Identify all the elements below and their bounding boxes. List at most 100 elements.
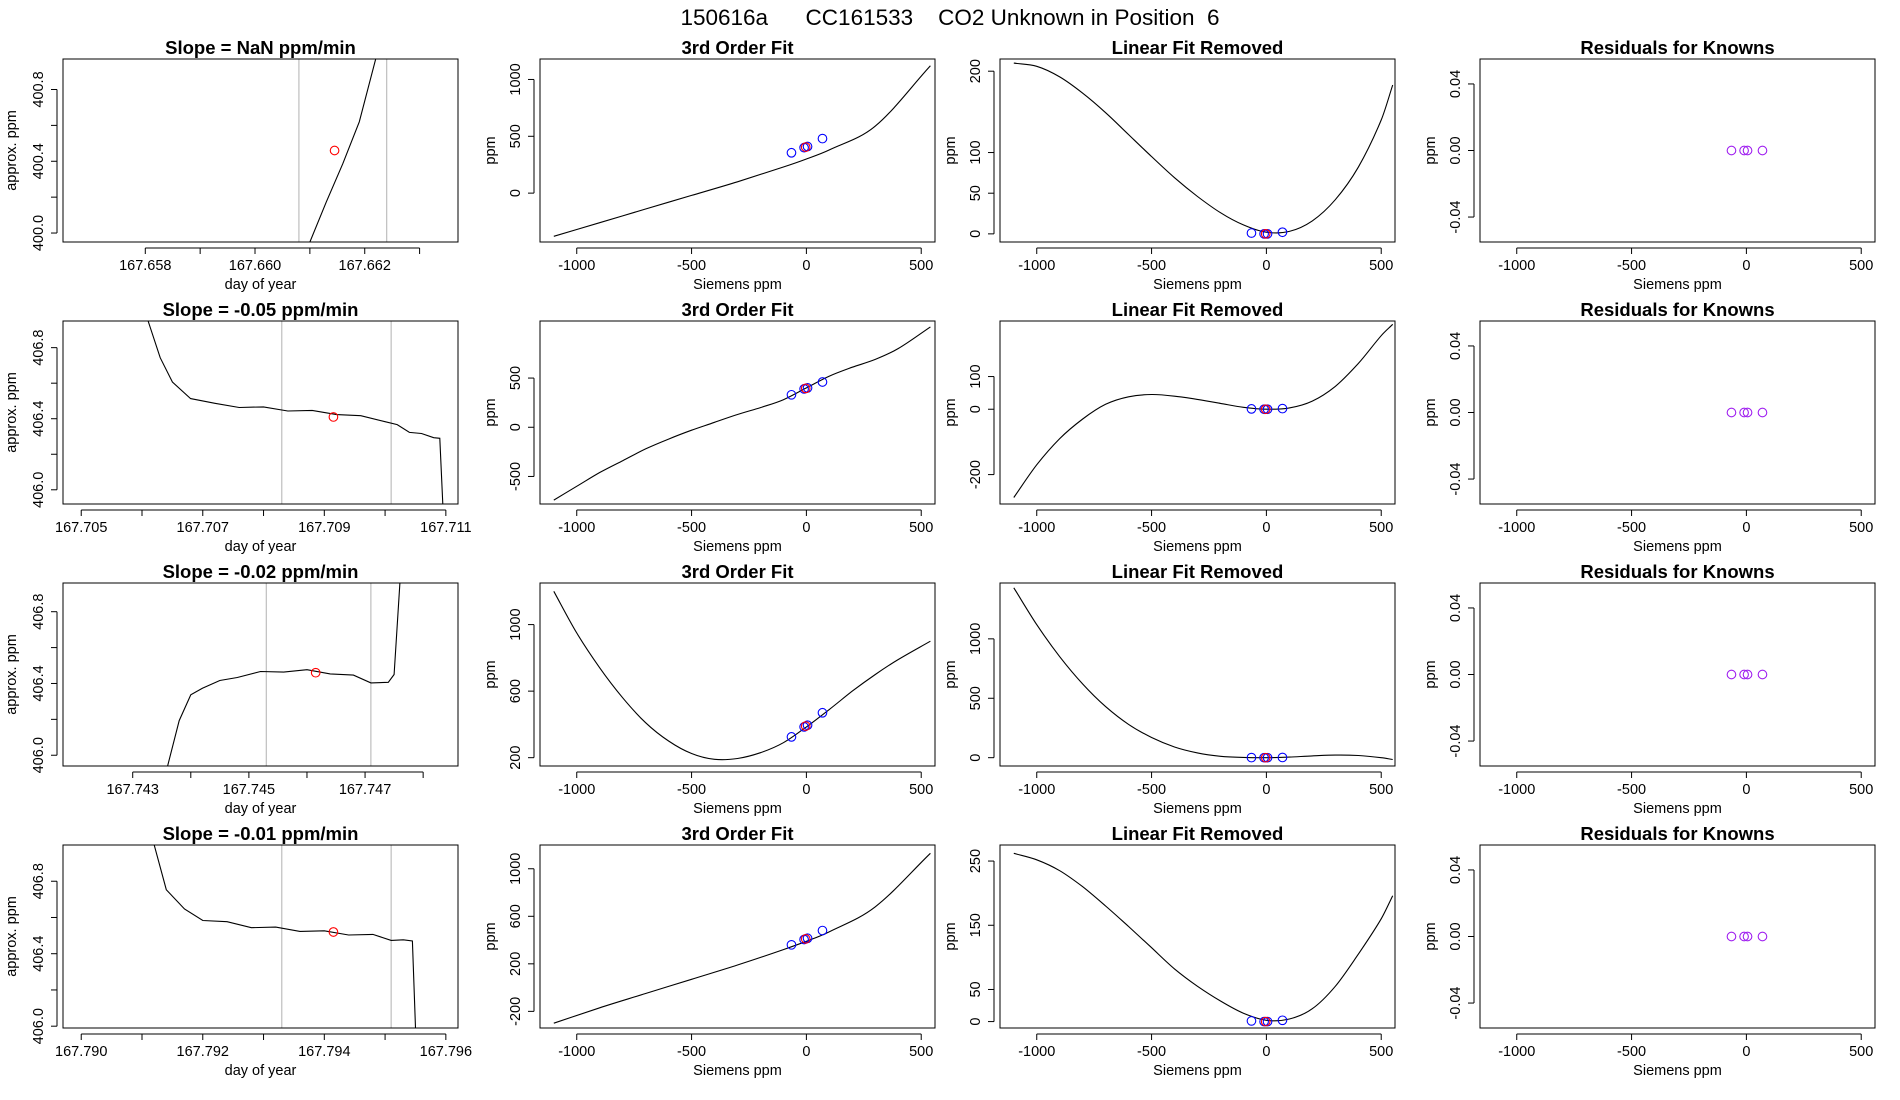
chart-5-y-tick-label-3: 406.4 <box>31 401 47 437</box>
chart-5-y-tick-label-1: 406.0 <box>31 472 47 508</box>
chart-14-known-marker-4 <box>817 925 828 936</box>
chart-10-y-tick-label-1: 200 <box>508 746 524 770</box>
figure-title: 150616a CC161533 CO2 Unknown in Position… <box>680 5 1219 30</box>
chart-10-plot-frame <box>539 582 936 767</box>
chart-2-fit-panel: 3rd Order Fit -1000 -500 0 500 Siemens ppm 0 50… <box>483 37 936 293</box>
chart-5-x-tick-label-5: 167.709 <box>298 520 350 536</box>
chart-8-y-tick-label-2: 0.00 <box>1448 398 1464 426</box>
chart-4-plot-area <box>1726 145 1768 156</box>
chart-15-x-tick-label-1: -1000 <box>1018 1044 1055 1060</box>
chart-4-y-tick-label-2: 0.00 <box>1448 136 1464 164</box>
chart-13-x-tick-label-5: 167.794 <box>298 1044 350 1060</box>
chart-11-y-tick-label-3: 1000 <box>968 623 984 655</box>
chart-13-series-line-1 <box>153 845 417 1028</box>
chart-4-y-tick-label-1: -0.04 <box>1448 201 1464 234</box>
chart-3-y-tick-label-1: 0 <box>968 230 984 238</box>
chart-1-x-tick-label-1: 167.658 <box>119 258 171 274</box>
chart-10-x-axis-label: Siemens ppm <box>693 801 782 817</box>
chart-10-known-marker-4 <box>817 707 828 718</box>
chart-14-plot-area <box>553 852 931 1024</box>
chart-1-plot-frame <box>62 58 459 243</box>
chart-11-known-marker-4 <box>1277 752 1288 763</box>
chart-13-x-axis-label: day of year <box>225 1063 297 1079</box>
chart-1-plot-area <box>298 59 388 242</box>
chart-4-residuals-panel: Residuals for Knowns -1000 -500 0 500 Siemens… <box>1423 37 1876 293</box>
chart-13-y-tick-label-1: 406.0 <box>31 1008 47 1044</box>
chart-6-fit-panel: 3rd Order Fit -1000 -500 0 500 Siemens ppm -50… <box>483 299 936 555</box>
chart-5-x-tick-label-7: 167.711 <box>420 520 471 536</box>
chart-13-unknown-marker-1 <box>328 927 339 937</box>
chart-6-unknown-marker-5 <box>800 383 811 394</box>
chart-8-x-tick-label-1: -1000 <box>1498 520 1535 536</box>
chart-14-x-tick-label-1: -1000 <box>558 1044 595 1060</box>
chart-3-x-tick-label-1: -1000 <box>1018 258 1055 274</box>
chart-2-x-tick-label-2: -500 <box>677 258 706 274</box>
chart-13-y-axis-label: approx. ppm <box>4 896 20 977</box>
chart-15-y-tick-label-1: 0 <box>968 1018 984 1026</box>
chart-9-series-line-1 <box>167 583 401 766</box>
chart-15-y-tick-label-4: 250 <box>968 849 984 873</box>
chart-16-plot-frame <box>1479 844 1876 1029</box>
chart-8-y-axis-label: ppm <box>1423 398 1439 426</box>
chart-4-plot-frame <box>1479 58 1876 243</box>
chart-12-residuals-panel: Residuals for Knowns -1000 -500 0 500 Siemens… <box>1423 561 1876 817</box>
chart-15-plot-frame <box>999 844 1396 1029</box>
chart-3-y-tick-label-3: 100 <box>968 140 984 164</box>
chart-2-series-line-1 <box>553 65 931 237</box>
chart-5-title: Slope = -0.05 ppm/min <box>163 299 359 320</box>
chart-9-y-tick-label-1: 406.0 <box>31 737 47 773</box>
chart-11-known-marker-1 <box>1246 752 1257 763</box>
chart-1-title: Slope = NaN ppm/min <box>165 37 356 58</box>
chart-16-x-tick-label-1: -1000 <box>1498 1044 1535 1060</box>
chart-16-y-axis-label: ppm <box>1423 922 1439 950</box>
chart-7-y-axis-label: ppm <box>943 398 959 426</box>
chart-8-y-tick-label-3: 0.04 <box>1448 332 1464 360</box>
chart-6-x-tick-label-2: -500 <box>677 520 706 536</box>
chart-2-x-tick-label-3: 0 <box>802 258 810 274</box>
chart-12-x-tick-label-2: -500 <box>1617 782 1646 798</box>
chart-7-x-axis-label: Siemens ppm <box>1153 539 1242 555</box>
chart-3-y-axis-label: ppm <box>943 136 959 164</box>
chart-15-x-tick-label-2: -500 <box>1137 1044 1166 1060</box>
chart-7-series-line-1 <box>1013 323 1394 498</box>
chart-6-y-tick-label-3: 500 <box>508 366 524 390</box>
chart-4-x-tick-label-3: 0 <box>1742 258 1750 274</box>
chart-13-y-tick-label-3: 406.4 <box>31 936 47 972</box>
chart-10-title: 3rd Order Fit <box>681 561 793 582</box>
chart-16-y-tick-label-2: 0.00 <box>1448 922 1464 950</box>
chart-2-plot-area <box>553 65 931 237</box>
chart-11-linear_removed-panel: Linear Fit Removed -1000 -500 0 500 Siemens p… <box>943 561 1396 817</box>
chart-9-unknown-marker-1 <box>310 667 321 678</box>
chart-8-x-axis-label: Siemens ppm <box>1633 539 1722 555</box>
chart-16-residual-marker-3 <box>1742 931 1753 942</box>
chart-7-y-tick-label-2: 0 <box>968 405 984 413</box>
chart-13-y-tick-label-5: 406.8 <box>31 863 47 899</box>
chart-11-y-tick-label-1: 0 <box>968 754 984 762</box>
chart-2-y-tick-label-2: 500 <box>508 124 524 148</box>
chart-4-residual-marker-2 <box>1739 145 1749 156</box>
chart-7-plot-area <box>1013 323 1394 498</box>
chart-1-x-tick-label-3: 167.660 <box>229 258 281 274</box>
chart-5-plot-area <box>147 321 444 504</box>
chart-4-x-tick-label-4: 500 <box>1849 258 1873 274</box>
chart-8-residual-marker-3 <box>1742 407 1753 418</box>
chart-8-residuals-panel: Residuals for Knowns -1000 -500 0 500 Siemens… <box>1423 299 1876 555</box>
chart-3-plot-area <box>1013 62 1394 239</box>
chart-14-x-tick-label-4: 500 <box>909 1044 933 1060</box>
chart-7-x-tick-label-3: 0 <box>1262 520 1270 536</box>
chart-9-slope-panel: Slope = -0.02 ppm/min 167.743 167.745 167.7… <box>4 561 459 817</box>
chart-8-residual-marker-2 <box>1739 407 1749 418</box>
chart-4-y-tick-label-3: 0.04 <box>1448 70 1464 98</box>
chart-3-title: Linear Fit Removed <box>1112 37 1284 58</box>
chart-13-slope-panel: Slope = -0.01 ppm/min 167.790 167.792 167.7… <box>4 823 472 1079</box>
chart-2-x-axis-label: Siemens ppm <box>693 277 782 293</box>
chart-10-unknown-marker-5 <box>800 721 811 731</box>
chart-12-y-tick-label-2: 0.00 <box>1448 660 1464 688</box>
chart-14-known-marker-1 <box>786 939 797 950</box>
chart-2-x-tick-label-1: -1000 <box>558 258 595 274</box>
chart-6-x-axis-label: Siemens ppm <box>693 539 782 555</box>
chart-4-title: Residuals for Knowns <box>1580 37 1774 58</box>
chart-6-title: 3rd Order Fit <box>681 299 793 320</box>
chart-16-y-tick-label-1: -0.04 <box>1448 987 1464 1020</box>
chart-9-y-axis-label: approx. ppm <box>4 634 20 715</box>
